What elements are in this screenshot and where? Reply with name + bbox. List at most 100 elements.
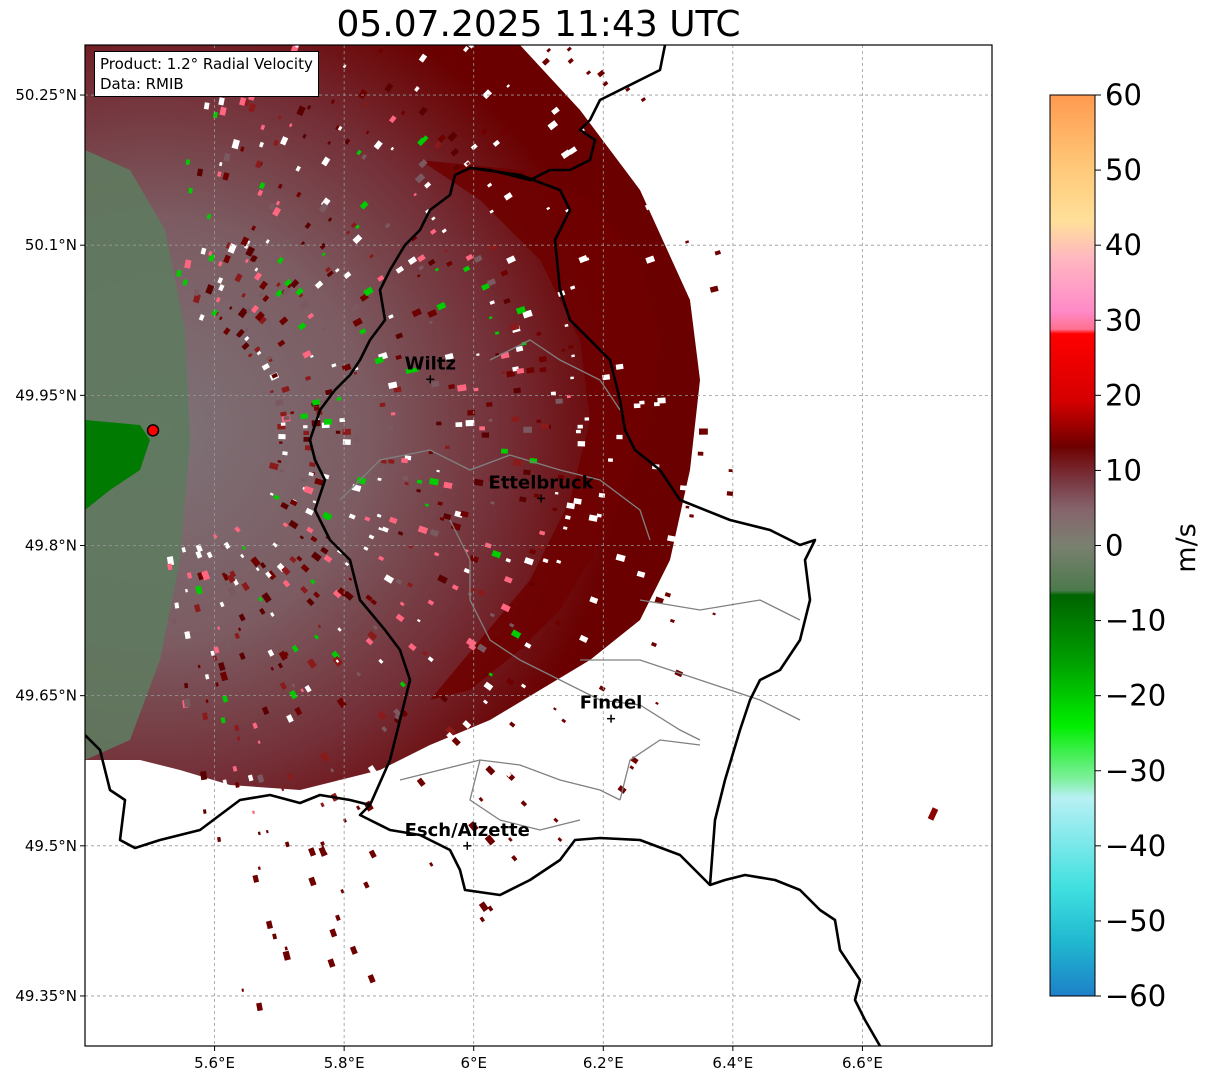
speckle <box>309 461 316 468</box>
speckle <box>561 174 568 180</box>
product-info-box: Product: 1.2° Radial Velocity Data: RMIB <box>94 51 319 97</box>
speckle <box>500 269 509 277</box>
speckle <box>589 596 599 604</box>
speckle <box>552 707 557 711</box>
speckle <box>405 367 413 374</box>
speckle <box>215 296 221 303</box>
speckle <box>424 503 430 507</box>
speckle <box>348 577 353 581</box>
speckle <box>395 265 405 274</box>
speckle <box>240 553 245 559</box>
speckle <box>303 431 310 436</box>
speckle <box>374 356 384 365</box>
speckle <box>436 469 440 473</box>
speckle <box>363 546 369 551</box>
speckle <box>418 158 428 169</box>
speckle <box>536 331 542 336</box>
speckle <box>265 920 273 930</box>
speckle <box>261 706 270 716</box>
speckle <box>443 249 448 253</box>
speckle <box>560 149 572 159</box>
speckle <box>478 796 484 802</box>
speckle <box>378 555 385 562</box>
speckle <box>728 469 733 473</box>
speckle <box>210 650 215 656</box>
speckle <box>265 829 269 834</box>
speckle <box>257 189 264 197</box>
speckle <box>400 110 406 116</box>
speckle <box>246 240 251 245</box>
speckle <box>271 372 279 379</box>
speckle <box>300 585 309 594</box>
speckle <box>584 417 590 421</box>
speckle <box>410 234 418 242</box>
speckle <box>570 285 576 290</box>
speckle <box>395 578 403 585</box>
speckle <box>429 477 439 486</box>
speckle <box>255 567 260 572</box>
speckle <box>591 761 597 767</box>
speckle <box>223 327 231 336</box>
speckle <box>202 809 207 814</box>
speckle <box>477 589 486 597</box>
speckle <box>620 229 625 234</box>
speckle <box>655 701 659 705</box>
speckle <box>218 284 225 292</box>
speckle <box>323 418 333 425</box>
speckle <box>277 183 283 189</box>
speckle <box>231 139 240 150</box>
speckle <box>393 708 402 717</box>
speckle <box>584 257 590 262</box>
speckle <box>208 251 213 256</box>
speckle <box>694 546 705 554</box>
speckle <box>395 613 405 623</box>
speckle <box>314 634 319 640</box>
speckle <box>366 830 376 841</box>
speckle <box>335 124 341 131</box>
speckle <box>400 795 407 803</box>
speckle <box>566 395 571 399</box>
speckle <box>480 128 488 136</box>
speckle <box>337 627 342 632</box>
speckle <box>257 740 261 745</box>
speckle <box>455 422 463 428</box>
speckle <box>492 139 501 147</box>
speckle <box>204 673 210 680</box>
speckle <box>602 374 611 381</box>
speckle <box>330 768 335 773</box>
speckle <box>489 612 495 618</box>
speckle <box>288 519 299 530</box>
speckle <box>436 301 447 311</box>
speckle <box>479 426 486 431</box>
speckle <box>218 662 226 672</box>
city-label: Findel <box>580 693 643 714</box>
speckle <box>551 106 560 116</box>
speckle <box>479 916 486 923</box>
speckle <box>505 557 512 563</box>
city-label: Ettelbruck <box>489 472 595 493</box>
colorbar-tick-label: −50 <box>1105 904 1166 938</box>
speckle <box>588 514 598 522</box>
speckle <box>282 451 288 456</box>
speckle <box>468 45 476 49</box>
speckle <box>437 501 443 506</box>
speckle <box>582 270 593 279</box>
speckle <box>359 200 369 210</box>
speckle <box>565 88 571 94</box>
speckle <box>444 352 454 361</box>
speckle <box>303 436 311 442</box>
colorbar-tick-label: −60 <box>1105 979 1166 1013</box>
speckle <box>186 572 193 579</box>
speckle <box>218 97 225 106</box>
speckle <box>473 478 484 487</box>
speckle <box>331 363 337 368</box>
speckle <box>277 662 284 669</box>
speckle <box>195 544 203 553</box>
speckle <box>213 655 218 662</box>
speckle <box>332 589 342 599</box>
speckle <box>440 694 449 703</box>
speckle <box>275 200 281 206</box>
speckle <box>308 471 314 477</box>
speckle <box>355 224 360 230</box>
lat-tick-label: 50.1°N <box>25 236 77 254</box>
